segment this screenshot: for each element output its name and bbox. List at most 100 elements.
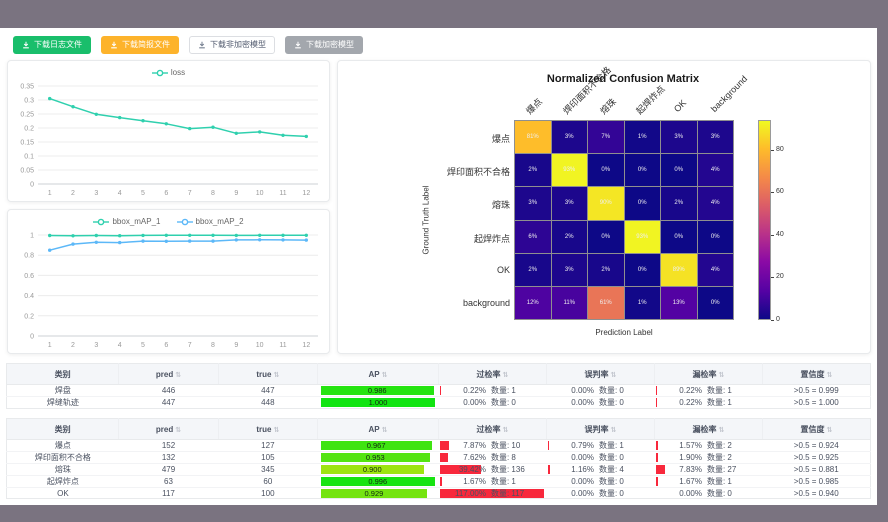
download-icon: [199, 41, 205, 49]
svg-text:0.2: 0.2: [24, 126, 34, 133]
sort-icon[interactable]: ⇅: [381, 426, 388, 434]
column-header-漏检率[interactable]: 漏检率 ⇅: [654, 363, 763, 385]
column-header-漏检率[interactable]: 漏检率 ⇅: [654, 418, 763, 440]
cell-miss-detection: 7.83% 数量: 27: [654, 463, 763, 476]
miss-detection-count: 数量: 1: [706, 386, 732, 395]
sort-icon[interactable]: ⇅: [718, 371, 725, 379]
column-header-AP[interactable]: AP ⇅: [317, 363, 439, 385]
data-point: [281, 238, 285, 242]
legend-item-bbox_mAP_1[interactable]: bbox_mAP_1: [93, 217, 161, 226]
sort-icon[interactable]: ⇅: [175, 426, 182, 434]
matrix-cell-value: 0%: [710, 299, 720, 306]
misjudge-percent: 0.00%: [571, 398, 594, 407]
misjudge-bar-track: 0.00% 数量: 0: [548, 477, 652, 486]
sort-icon[interactable]: ⇅: [502, 426, 509, 434]
cell-over-detection: 117.00% 数量: 117: [438, 488, 546, 499]
cell-over-detection: 0.00% 数量: 0: [438, 397, 546, 409]
table-row-爆点: 爆点 152 127 0.967 7.87% 数量: 10 0.79% 数量: 1 1.57% 数…: [6, 439, 871, 452]
over-detection-text: 0.00% 数量: 0: [440, 398, 544, 407]
svg-text:12: 12: [302, 342, 310, 349]
column-header-置信度[interactable]: 置信度 ⇅: [762, 418, 871, 440]
matrix-cell-value: 2%: [674, 200, 684, 207]
cell-over-detection: 1.67% 数量: 1: [438, 475, 547, 488]
column-header-误判率[interactable]: 误判率 ⇅: [546, 418, 655, 440]
sort-icon[interactable]: ⇅: [826, 371, 833, 379]
sort-icon[interactable]: ⇅: [381, 371, 388, 379]
column-header-pred[interactable]: pred ⇅: [118, 418, 219, 440]
matrix-row-label-OK: OK: [496, 264, 510, 275]
sort-icon[interactable]: ⇅: [610, 371, 617, 379]
ap-bar-track: 0.986: [320, 386, 436, 395]
download-log-button[interactable]: 下载日志文件: [13, 36, 91, 54]
confusion-matrix-colorbar: [758, 120, 771, 320]
cell-over-detection: 7.62% 数量: 8: [438, 451, 547, 464]
data-point: [141, 233, 145, 238]
matrix-cell-1-2: 0%: [588, 154, 624, 187]
matrix-cell-0-3: 1%: [624, 121, 660, 154]
miss-detection-bar-track: 1.90% 数量: 2: [656, 453, 760, 462]
miss-detection-bar-track: 7.83% 数量: 27: [656, 465, 760, 474]
column-header-label: AP: [368, 369, 380, 379]
column-header-过检率[interactable]: 过检率 ⇅: [438, 363, 547, 385]
column-header-误判率[interactable]: 误判率 ⇅: [546, 363, 655, 385]
svg-text:7: 7: [188, 190, 192, 197]
cell-pred: 63: [118, 475, 219, 488]
cell-misjudge: 0.00% 数量: 0: [546, 475, 655, 488]
matrix-cell-0-2: 7%: [588, 121, 624, 154]
sort-icon[interactable]: ⇅: [610, 426, 617, 434]
column-header-AP[interactable]: AP ⇅: [317, 418, 439, 440]
legend-line-icon: [151, 69, 168, 76]
cell-confidence: >0.5 = 0.924: [762, 439, 871, 452]
misjudge-bar-track: 0.00% 数量: 0: [548, 386, 652, 395]
svg-text:0.1: 0.1: [24, 154, 34, 161]
ap-bar: 0.967: [320, 441, 432, 450]
over-detection-text: 1.67% 数量: 1: [440, 477, 544, 486]
sort-icon[interactable]: ⇅: [718, 426, 725, 434]
data-point: [48, 96, 52, 101]
legend-item-loss[interactable]: loss: [151, 68, 185, 77]
svg-text:0.05: 0.05: [20, 168, 34, 175]
sort-icon[interactable]: ⇅: [273, 426, 280, 434]
column-header-true[interactable]: true ⇅: [218, 363, 319, 385]
legend-item-bbox_mAP_2[interactable]: bbox_mAP_2: [176, 217, 244, 226]
download-plain-model-button[interactable]: 下载非加密模型: [189, 36, 275, 54]
over-detection-count: 数量: 10: [490, 441, 521, 450]
matrix-cell-value: 61%: [599, 299, 612, 306]
cell-class-label: 焊盘: [6, 384, 119, 397]
svg-text:12: 12: [302, 190, 310, 197]
column-header-label: 漏检率: [692, 424, 717, 434]
sort-icon[interactable]: ⇅: [502, 371, 509, 379]
cell-confidence: >0.5 = 0.881: [762, 463, 871, 476]
column-header-过检率[interactable]: 过检率 ⇅: [438, 418, 547, 440]
matrix-cell-value: 3%: [710, 134, 720, 141]
ap-bar: 0.953: [320, 453, 431, 462]
svg-text:0.25: 0.25: [20, 112, 34, 119]
misjudge-bar-track: 1.16% 数量: 4: [548, 465, 652, 474]
matrix-cell-0-0: 81%: [515, 121, 551, 154]
cell-ap: 1.000: [318, 397, 439, 409]
matrix-cell-5-3: 1%: [624, 286, 660, 319]
over-detection-bar-track: 7.87% 数量: 10: [440, 441, 544, 450]
miss-detection-count: 数量: 1: [706, 398, 732, 407]
cell-miss-detection: 0.22% 数量: 1: [654, 397, 762, 409]
series-line-bbox_mAP_2: [48, 239, 308, 251]
matrix-cell-value: 13%: [672, 299, 685, 306]
over-detection-text: 117.00% 数量: 117: [440, 489, 544, 498]
miss-detection-count: 数量: 27: [706, 465, 737, 474]
sort-icon[interactable]: ⇅: [175, 371, 182, 379]
matrix-cell-2-4: 2%: [661, 187, 697, 220]
matrix-cell-value: 2%: [601, 266, 611, 273]
ap-bar-track: 0.900: [320, 465, 436, 474]
column-header-置信度[interactable]: 置信度 ⇅: [762, 363, 871, 385]
column-header-pred[interactable]: pred ⇅: [118, 363, 219, 385]
matrix-cell-value: 1%: [637, 134, 647, 141]
download-report-button[interactable]: 下载简报文件: [101, 36, 179, 54]
sort-icon[interactable]: ⇅: [273, 371, 280, 379]
download-encrypted-model-button[interactable]: 下载加密模型: [285, 36, 363, 54]
column-header-true[interactable]: true ⇅: [218, 418, 319, 440]
data-point: [234, 238, 238, 242]
sort-icon[interactable]: ⇅: [826, 426, 833, 434]
cell-pred: 132: [118, 451, 219, 464]
data-point: [71, 105, 75, 109]
cell-ap: 0.929: [318, 488, 439, 499]
